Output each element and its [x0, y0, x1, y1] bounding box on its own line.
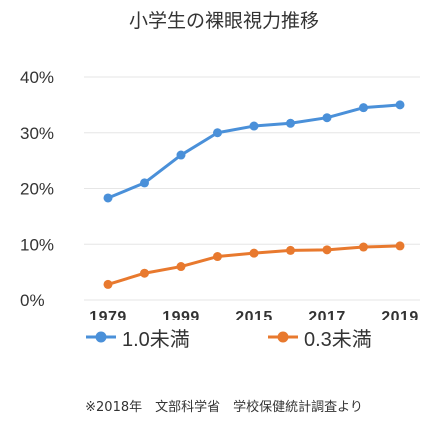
data-point: [176, 262, 186, 272]
x-axis-ticks: 1979 1999 2015 2017 2019: [89, 309, 419, 320]
y-tick-label: 10%: [20, 235, 54, 254]
data-point: [359, 242, 368, 252]
data-point: [395, 241, 405, 251]
y-tick-label: 0%: [20, 291, 45, 310]
data-point: [103, 279, 113, 289]
legend-label-1-0-under: 1.0未満: [122, 328, 190, 351]
data-point: [140, 268, 149, 278]
x-tick-label: 2017: [308, 309, 346, 320]
data-point: [140, 178, 149, 188]
legend-item-0-3-under: 0.3未満: [268, 322, 372, 352]
data-point: [213, 128, 222, 138]
data-point: [395, 100, 405, 110]
data-point: [322, 245, 332, 255]
source-note: ※2018年 文部科学省 学校保健統計調査より: [85, 400, 363, 415]
series-group: [103, 100, 405, 289]
x-tick-label: 1999: [162, 309, 200, 320]
y-tick-label: 30%: [20, 124, 54, 143]
data-point: [322, 113, 332, 123]
line-chart: 0% 10% 20% 30% 40% 1979 1999 2015 2017 2019: [20, 68, 420, 320]
legend-marker-orange: [268, 331, 298, 343]
data-point: [249, 121, 259, 131]
legend-marker-blue: [86, 331, 116, 343]
series-line-0: [107, 103, 401, 200]
data-point: [213, 252, 222, 262]
data-point: [249, 248, 259, 258]
x-tick-label: 2015: [235, 309, 273, 320]
y-axis-ticks: 0% 10% 20% 30% 40%: [20, 68, 54, 310]
x-tick-label: 1979: [89, 309, 127, 320]
data-point: [176, 150, 186, 160]
y-tick-label: 40%: [20, 68, 54, 87]
x-tick-label: 2019: [381, 309, 419, 320]
chart-title: 小学生の裸眼視力推移: [128, 10, 319, 32]
legend-label-0-3-under: 0.3未満: [304, 328, 372, 351]
data-point: [359, 103, 368, 113]
data-point: [103, 193, 113, 203]
y-tick-label: 20%: [20, 180, 54, 199]
gridlines: [84, 76, 420, 301]
data-point: [286, 118, 295, 128]
legend-item-1-0-under: 1.0未満: [86, 322, 190, 352]
data-point: [286, 245, 295, 255]
